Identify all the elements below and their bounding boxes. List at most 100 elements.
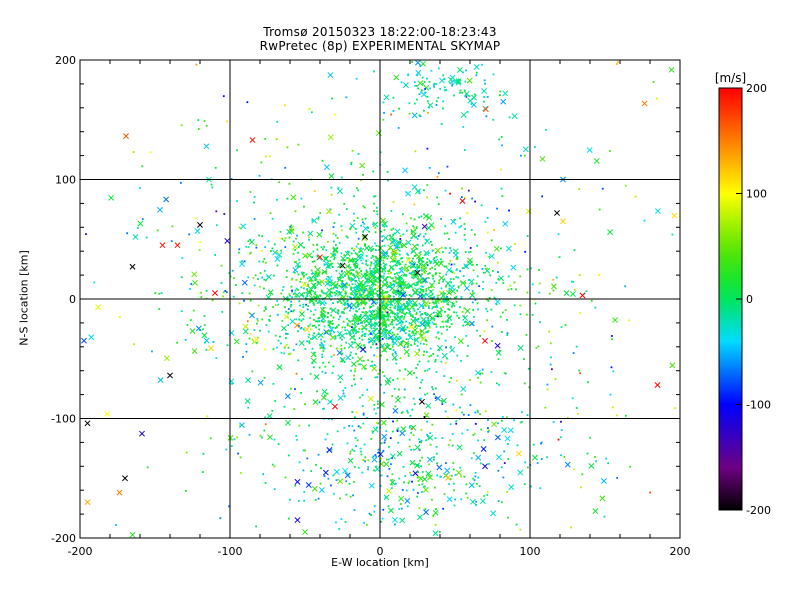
data-point	[396, 419, 399, 422]
data-point	[464, 80, 467, 83]
data-point	[317, 216, 320, 219]
data-point	[380, 306, 382, 308]
data-point	[379, 485, 382, 487]
data-point	[628, 319, 631, 322]
colorbar-tick-label: 200	[746, 82, 767, 95]
data-point	[346, 250, 349, 253]
data-point	[215, 210, 218, 213]
y-tick-label: 100	[55, 174, 76, 187]
data-point	[348, 265, 350, 268]
data-point	[306, 288, 309, 290]
data-point	[398, 293, 401, 296]
data-point	[363, 289, 366, 292]
data-point	[357, 279, 364, 286]
data-point	[440, 309, 443, 312]
data-point	[446, 496, 453, 503]
data-point	[350, 351, 352, 354]
data-point	[403, 265, 410, 272]
data-point	[263, 278, 266, 281]
data-point	[448, 287, 451, 290]
data-point	[398, 246, 401, 249]
data-point	[406, 409, 408, 412]
data-point	[387, 324, 390, 327]
data-point	[253, 195, 256, 198]
data-point	[368, 309, 371, 312]
data-point	[445, 325, 448, 328]
data-point	[438, 275, 445, 281]
data-point	[326, 447, 333, 453]
data-point	[504, 435, 511, 442]
data-point	[327, 477, 330, 480]
data-point	[447, 319, 449, 322]
data-point	[340, 302, 343, 305]
data-point	[594, 456, 596, 458]
data-point	[348, 296, 351, 298]
data-point	[415, 84, 418, 87]
data-point	[424, 313, 427, 316]
data-point	[397, 127, 400, 129]
data-point	[391, 260, 394, 263]
data-point	[346, 257, 349, 260]
data-point	[423, 350, 426, 353]
data-point	[145, 236, 148, 239]
data-point	[477, 476, 480, 479]
data-point	[383, 349, 386, 352]
data-point	[376, 213, 379, 216]
data-point	[228, 272, 231, 275]
data-point	[317, 497, 320, 500]
data-point	[158, 308, 161, 310]
data-point	[330, 484, 332, 487]
data-point	[364, 244, 366, 246]
data-point	[303, 499, 306, 502]
data-point	[288, 293, 291, 295]
data-point	[334, 286, 337, 288]
data-point	[327, 324, 330, 327]
data-point	[389, 437, 392, 440]
data-point	[375, 280, 378, 283]
data-point	[350, 163, 353, 166]
data-point	[396, 328, 399, 331]
data-point	[329, 291, 332, 294]
data-point	[456, 354, 459, 357]
data-point	[526, 466, 529, 469]
data-point	[399, 241, 402, 244]
data-point	[359, 447, 362, 450]
data-point	[500, 419, 503, 422]
data-point	[431, 249, 434, 252]
data-point	[514, 243, 516, 246]
data-point	[313, 351, 316, 354]
data-point	[238, 248, 241, 251]
data-point	[462, 275, 465, 277]
data-point	[331, 443, 334, 446]
data-point	[302, 469, 305, 472]
data-point	[402, 317, 405, 320]
data-point	[482, 337, 488, 344]
data-point	[239, 261, 245, 267]
data-point	[416, 263, 419, 266]
data-point	[252, 277, 255, 279]
data-point	[231, 382, 233, 385]
data-point	[453, 271, 456, 274]
data-point	[326, 330, 328, 333]
data-point	[472, 434, 475, 436]
data-point	[297, 251, 299, 254]
data-point	[371, 270, 374, 273]
data-point	[426, 264, 429, 267]
data-point	[435, 446, 438, 448]
data-point	[449, 82, 452, 85]
data-point	[420, 335, 427, 342]
data-point	[517, 469, 524, 476]
data-point	[482, 106, 489, 113]
data-point	[432, 297, 435, 300]
data-point	[428, 259, 431, 262]
data-point	[389, 239, 396, 245]
data-point	[292, 310, 295, 313]
data-point	[449, 284, 456, 291]
data-point	[466, 110, 469, 113]
data-point	[253, 329, 256, 331]
data-point	[397, 261, 400, 264]
data-point	[430, 69, 433, 72]
data-point	[301, 271, 303, 274]
data-point	[410, 272, 413, 275]
data-point	[435, 302, 437, 305]
